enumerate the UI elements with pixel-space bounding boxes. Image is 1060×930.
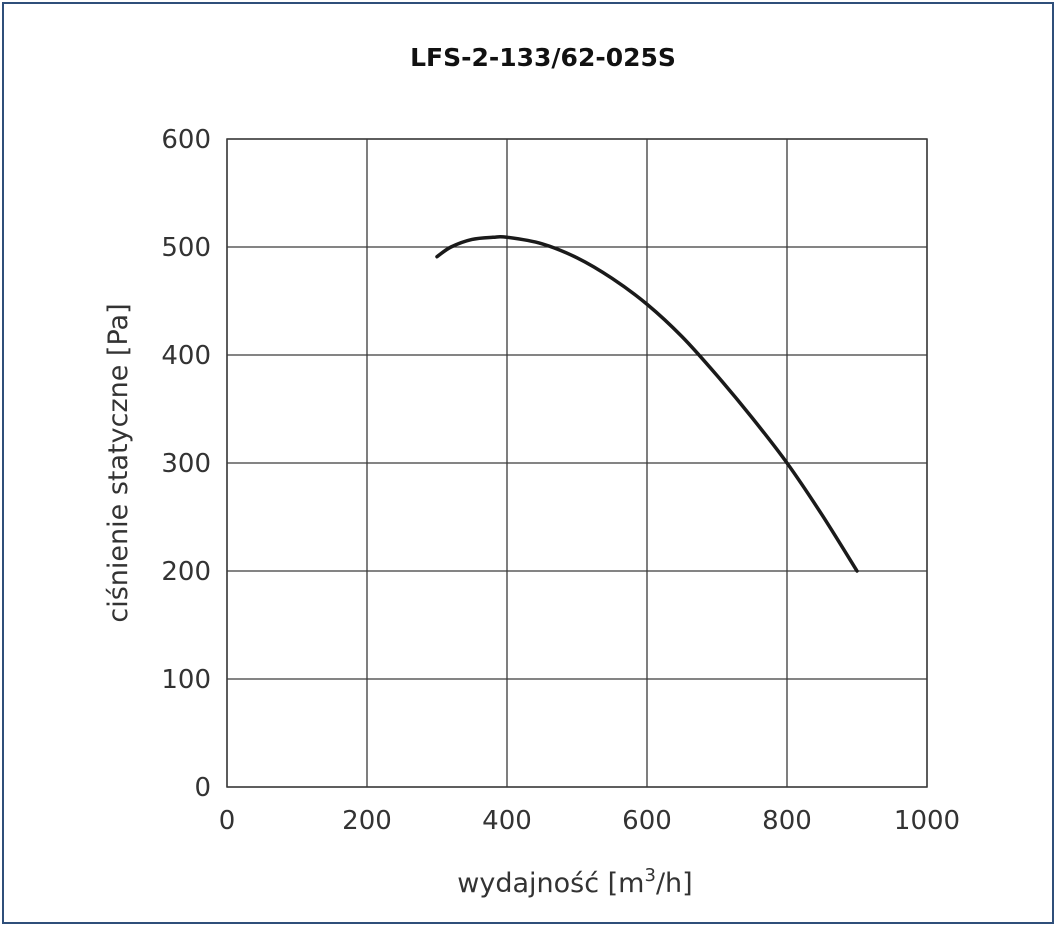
y-tick-label: 500 [161,233,211,263]
y-tick-label: 0 [194,773,211,803]
y-axis-label: ciśnienie statyczne [Pa] [103,303,134,622]
x-tick-label: 600 [622,806,672,836]
chart-title: LFS-2-133/62-025S [410,43,676,72]
series-line [435,234,859,573]
x-axis-label-superscript: 3 [645,865,656,886]
x-tick-label: 400 [482,806,532,836]
x-axis-label-main: wydajność [m [457,868,644,899]
x-tick-label: 0 [219,806,236,836]
y-tick-label: 100 [161,665,211,695]
x-tick-label: 1000 [894,806,960,836]
y-axis-ticks: 0 100 200 300 400 500 600 [161,125,211,803]
y-tick-label: 600 [161,125,211,155]
y-tick-label: 300 [161,449,211,479]
y-tick-label: 200 [161,557,211,587]
x-axis-label: wydajność [m3/h] [457,865,692,899]
plot-area-border [226,138,928,788]
x-axis-label-tail: /h] [656,868,693,899]
grid [226,138,928,788]
y-tick-label: 400 [161,341,211,371]
x-axis-ticks: 0 200 400 600 800 1000 [219,806,960,836]
x-tick-label: 800 [762,806,812,836]
x-tick-label: 200 [342,806,392,836]
